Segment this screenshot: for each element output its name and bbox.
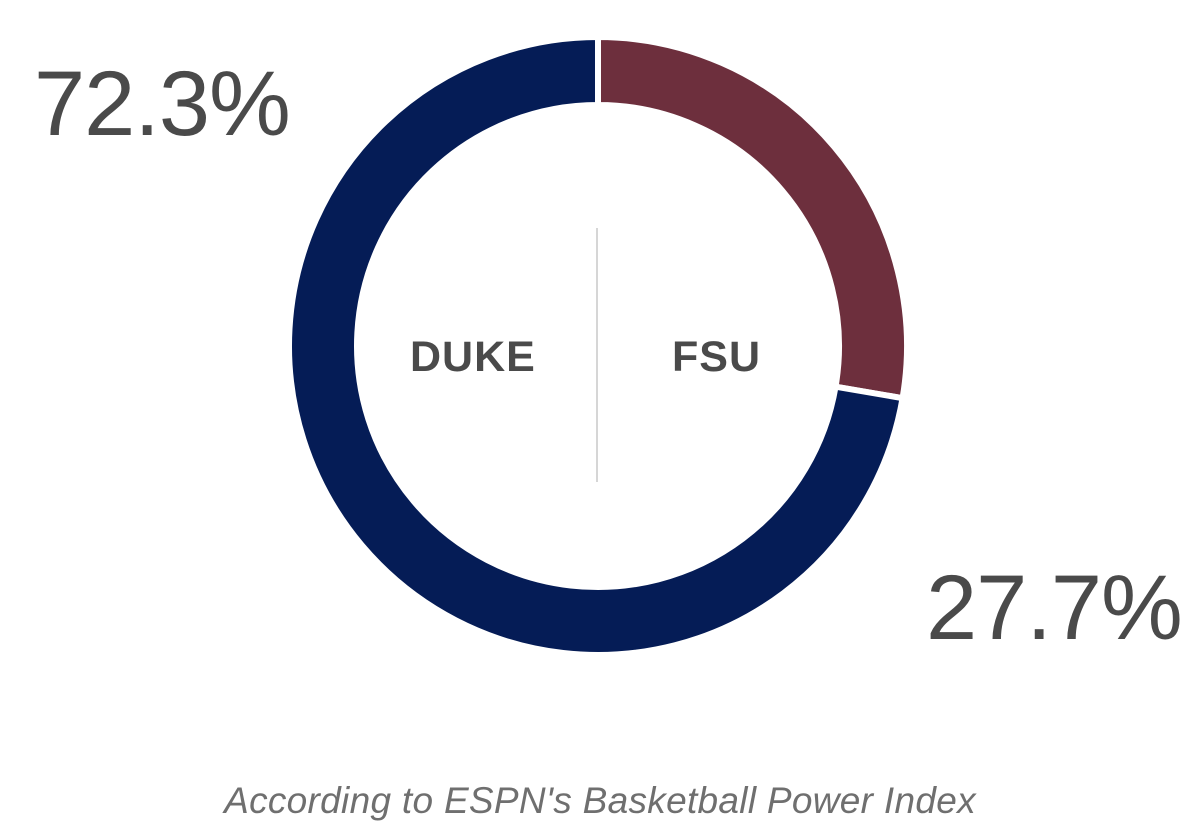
duke-slice bbox=[286, 33, 907, 658]
chart-caption: According to ESPN's Basketball Power Ind… bbox=[224, 780, 976, 821]
team-divider bbox=[596, 228, 598, 482]
duke-team-label: DUKE bbox=[410, 333, 536, 381]
fsu-team-label: FSU bbox=[672, 333, 761, 381]
fsu-percentage-label: 27.7% bbox=[926, 557, 1183, 659]
duke-percentage-label: 72.3% bbox=[34, 53, 291, 155]
